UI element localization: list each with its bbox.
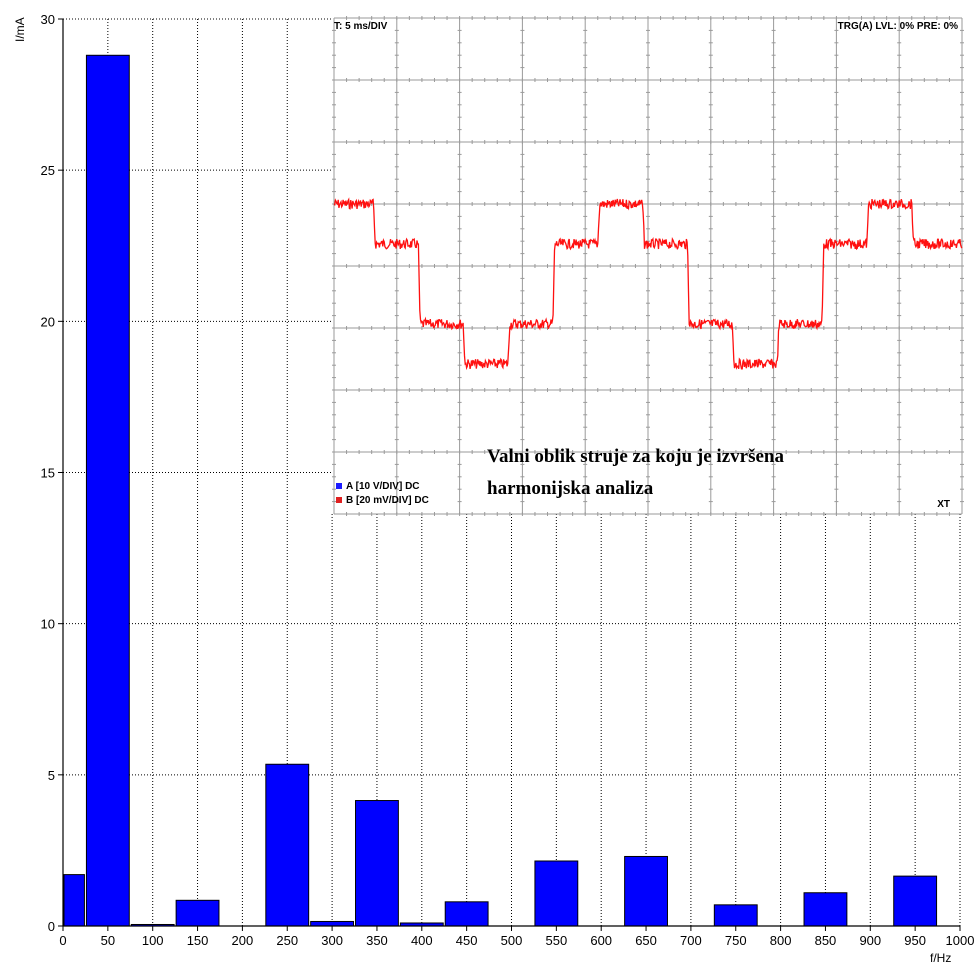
y-tick-labels: 0 5 10 15 20 25 30 bbox=[41, 12, 55, 934]
bar-550hz bbox=[534, 860, 579, 927]
bar-650hz bbox=[624, 855, 668, 927]
y-tick-label: 20 bbox=[41, 314, 55, 329]
x-tick-label: 100 bbox=[142, 933, 164, 948]
x-tick-label: 650 bbox=[635, 933, 657, 948]
x-tick-label: 700 bbox=[680, 933, 702, 948]
bar-250hz bbox=[265, 763, 310, 927]
oscilloscope-inset: T: 5 ms/DIV TRG(A) LVL: 0% PRE: 0% A [10… bbox=[331, 16, 964, 516]
legend-swatch-a bbox=[336, 483, 342, 489]
scope-timebase: T: 5 ms/DIV bbox=[334, 21, 388, 32]
y-tick-label: 25 bbox=[41, 163, 55, 178]
x-tick-label: 350 bbox=[366, 933, 388, 948]
x-tick-label: 850 bbox=[815, 933, 837, 948]
x-tick-label: 500 bbox=[501, 933, 523, 948]
scope-trace bbox=[333, 197, 963, 371]
bar-series bbox=[63, 54, 938, 927]
y-tick-label: 30 bbox=[41, 12, 55, 27]
x-tick-label: 900 bbox=[859, 933, 881, 948]
y-tick-label: 0 bbox=[48, 919, 55, 934]
x-tick-label: 150 bbox=[187, 933, 209, 948]
x-tick-label: 1000 bbox=[946, 933, 975, 948]
x-tick-label: 300 bbox=[321, 933, 343, 948]
y-tick-label: 15 bbox=[41, 466, 55, 481]
bar-350hz bbox=[355, 800, 399, 927]
bar-850hz bbox=[803, 892, 848, 927]
y-axis-title: I/mA bbox=[13, 17, 27, 42]
caption-line-1: Valni oblik struje za koju je izvršena bbox=[487, 446, 784, 467]
legend-label-a: A [10 V/DIV] DC bbox=[346, 481, 420, 492]
x-tick-label: 0 bbox=[59, 933, 66, 948]
x-tick-label: 750 bbox=[725, 933, 747, 948]
x-tick-label: 450 bbox=[456, 933, 478, 948]
bar-300hz bbox=[310, 920, 355, 927]
bar-50hz bbox=[85, 54, 130, 927]
bar-750hz bbox=[713, 904, 758, 927]
y-tick-label: 5 bbox=[48, 768, 55, 783]
scope-grid bbox=[332, 16, 964, 516]
bar-chart-axes bbox=[58, 18, 961, 931]
bar-0hz bbox=[63, 874, 85, 927]
y-tick-label: 10 bbox=[41, 617, 55, 632]
x-tick-label: 950 bbox=[904, 933, 926, 948]
caption-line-2: harmonijska analiza bbox=[487, 478, 654, 499]
legend-swatch-b bbox=[336, 497, 342, 503]
legend-label-b: B [20 mV/DIV] DC bbox=[346, 495, 429, 506]
bar-450hz bbox=[444, 901, 489, 927]
x-tick-label: 250 bbox=[276, 933, 298, 948]
x-tick-label: 400 bbox=[411, 933, 433, 948]
x-tick-label: 800 bbox=[770, 933, 792, 948]
x-tick-label: 200 bbox=[232, 933, 254, 948]
x-tick-label: 50 bbox=[101, 933, 115, 948]
scope-trigger: TRG(A) LVL: 0% PRE: 0% bbox=[838, 21, 958, 32]
bar-950hz bbox=[893, 875, 938, 927]
x-tick-label: 600 bbox=[590, 933, 612, 948]
bar-150hz bbox=[175, 899, 220, 927]
x-tick-label: 550 bbox=[545, 933, 567, 948]
x-tick-labels: 0 50 100 150 200 250 300 350 400 450 500 550 600 650 7… bbox=[59, 933, 974, 948]
x-axis-title: f/Hz bbox=[930, 951, 951, 965]
scope-mode: XT bbox=[937, 499, 950, 510]
